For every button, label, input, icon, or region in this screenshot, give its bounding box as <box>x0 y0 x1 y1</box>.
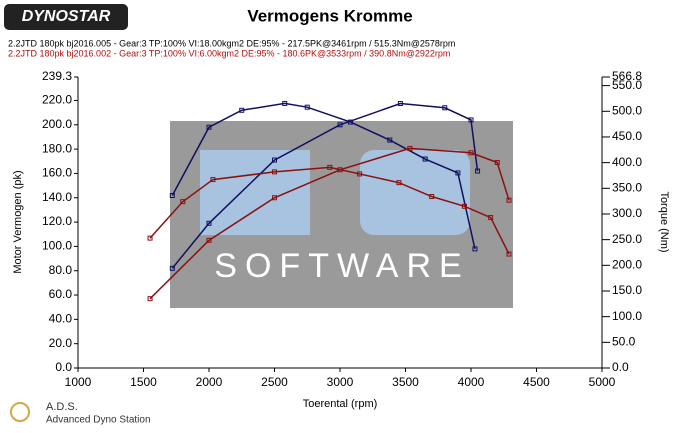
y2-tick-label: 200.0 <box>612 257 642 271</box>
footer-long: Advanced Dyno Station <box>46 415 151 426</box>
point-marker <box>206 237 212 243</box>
x-tick-label: 2500 <box>261 375 288 389</box>
point-marker <box>206 220 212 226</box>
y2-tick-label: 50.0 <box>612 335 636 349</box>
y2-tick-label: 350.0 <box>612 180 642 194</box>
point-marker <box>472 246 478 252</box>
point-marker <box>506 251 512 257</box>
point-marker <box>169 265 175 271</box>
point-marker <box>337 122 343 128</box>
point-marker <box>147 235 153 241</box>
y2-tick-label: 400.0 <box>612 155 642 169</box>
point-marker <box>468 150 474 156</box>
header-line: 2.2JTD 180pk bj2016.005 - Gear:3 TP:100%… <box>8 38 455 48</box>
point-marker <box>442 105 448 111</box>
watermark-text: SOFTWARE <box>214 247 469 285</box>
point-marker <box>272 157 277 163</box>
series-line <box>171 102 476 250</box>
logo: DYNOSTAR <box>22 8 111 25</box>
header-line: 2.2JTD 180pk bj2016.002 - Gear:3 TP:100%… <box>8 48 450 58</box>
y2-tick-label: 450.0 <box>612 129 642 143</box>
x-tick-label: 1500 <box>130 375 157 389</box>
point-marker <box>396 180 402 186</box>
x-tick-label: 3000 <box>327 375 354 389</box>
y2-tick-label: 500.0 <box>612 103 642 117</box>
point-marker <box>282 100 288 106</box>
point-marker <box>210 177 216 183</box>
x-axis-label: Toerental (rpm) <box>303 398 378 410</box>
y-tick-label: 239.3 <box>42 69 72 83</box>
point-marker <box>397 101 403 107</box>
y2-axis-label: Torque (Nm) <box>658 191 670 252</box>
point-marker <box>180 199 186 205</box>
point-marker <box>429 194 435 200</box>
y-tick-label: 40.0 <box>49 312 73 326</box>
point-marker <box>407 145 413 151</box>
point-marker <box>239 107 245 113</box>
point-marker <box>475 168 481 174</box>
y-tick-label: 60.0 <box>49 287 73 301</box>
y2-tick-label: 150.0 <box>612 283 642 297</box>
logo-box <box>4 4 128 30</box>
point-marker <box>455 170 461 176</box>
point-marker <box>272 195 277 201</box>
y-tick-label: 200.0 <box>42 117 72 131</box>
y2-tick-label: 100.0 <box>612 309 642 323</box>
y-tick-label: 120.0 <box>42 214 72 228</box>
point-marker <box>488 215 494 221</box>
y-tick-label: 160.0 <box>42 166 72 180</box>
point-marker <box>272 169 277 175</box>
footer-icon <box>10 402 30 422</box>
point-marker <box>461 203 467 209</box>
x-tick-label: 2000 <box>196 375 223 389</box>
y-tick-label: 100.0 <box>42 239 72 253</box>
point-marker <box>422 156 428 162</box>
y-tick-label: 180.0 <box>42 141 72 155</box>
point-marker <box>304 104 310 110</box>
x-tick-label: 3500 <box>392 375 419 389</box>
y-tick-label: 20.0 <box>49 336 73 350</box>
y-tick-label: 140.0 <box>42 190 72 204</box>
y-tick-label: 80.0 <box>49 263 73 277</box>
y2-tick-label: 550.0 <box>612 78 642 92</box>
series-line <box>149 147 510 300</box>
chart-title: Vermogens Kromme <box>247 6 412 25</box>
watermark: SOFTWARE <box>170 121 513 308</box>
point-marker <box>347 119 353 125</box>
x-tick-label: 4500 <box>523 375 550 389</box>
point-marker <box>206 124 212 130</box>
point-marker <box>506 197 512 203</box>
point-marker <box>494 159 500 165</box>
y2-tick-label: 0.0 <box>612 360 629 374</box>
series-line <box>149 166 510 255</box>
x-tick-label: 5000 <box>589 375 616 389</box>
point-marker <box>387 137 393 143</box>
point-marker <box>147 296 153 302</box>
y2-tick-label: 566.8 <box>612 69 642 83</box>
y-axis-label: Motor Vermogen (pk) <box>12 170 24 273</box>
x-tick-label: 4000 <box>458 375 485 389</box>
series-line <box>171 102 479 269</box>
point-marker <box>327 164 333 170</box>
point-marker <box>357 171 363 177</box>
point-marker <box>468 117 474 123</box>
y-tick-label: 0.0 <box>55 360 72 374</box>
point-marker <box>169 192 175 198</box>
y2-tick-label: 250.0 <box>612 232 642 246</box>
y2-tick-label: 300.0 <box>612 206 642 220</box>
x-tick-label: 1000 <box>65 375 92 389</box>
footer-short: A.D.S. <box>46 401 78 413</box>
y-tick-label: 220.0 <box>42 93 72 107</box>
